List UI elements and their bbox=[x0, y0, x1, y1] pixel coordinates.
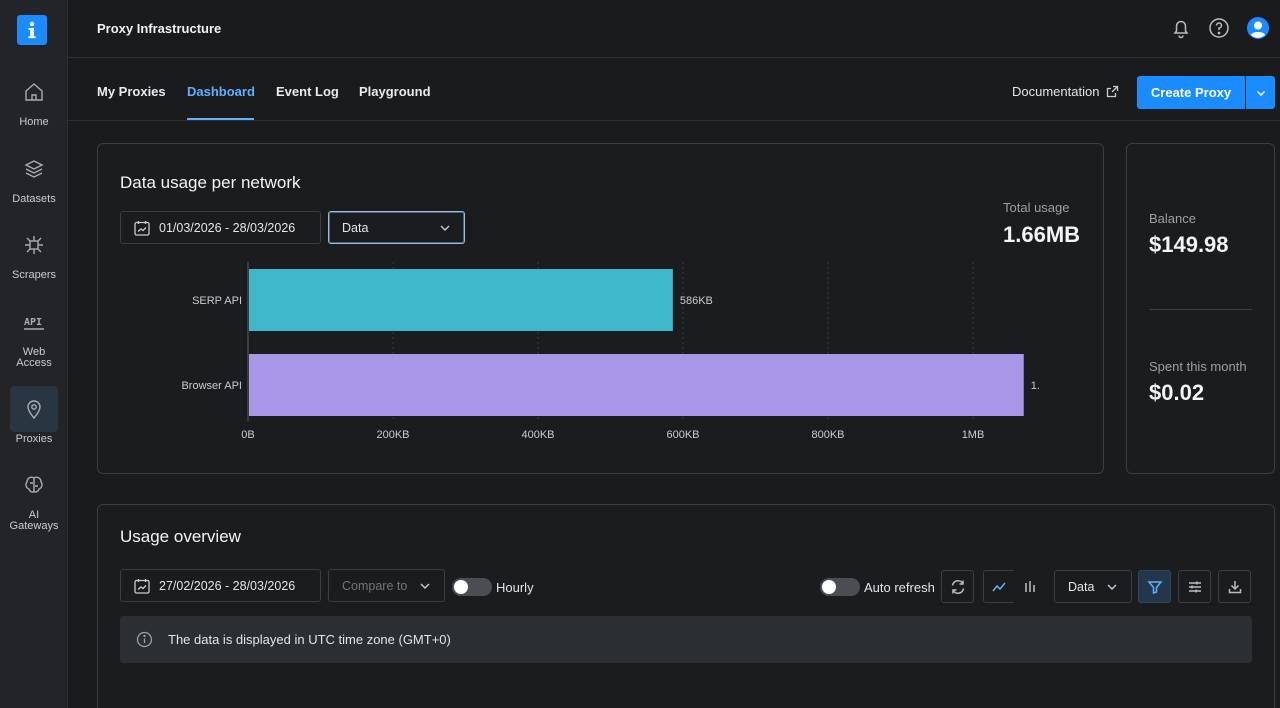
app-title: Proxy Infrastructure bbox=[97, 21, 222, 36]
tab-bar: My Proxies Dashboard Event Log Playgroun… bbox=[68, 58, 1280, 121]
sidebar-item-datasets[interactable]: Datasets bbox=[0, 146, 68, 205]
refresh-button[interactable] bbox=[941, 570, 974, 603]
sidebar-item-label: Web Access bbox=[16, 346, 52, 369]
chevron-down-icon bbox=[1256, 90, 1265, 96]
chevron-down-icon bbox=[420, 583, 430, 589]
sidebar-item-label: AI Gateways bbox=[9, 509, 59, 532]
sidebar-item-label: Scrapers bbox=[11, 269, 57, 281]
compare-to-placeholder: Compare to bbox=[342, 578, 408, 593]
app-logo[interactable] bbox=[17, 15, 47, 45]
x-tick-label: 800KB bbox=[811, 429, 844, 441]
info-logo-icon bbox=[28, 21, 36, 39]
line-chart-view-button[interactable] bbox=[983, 570, 1014, 603]
sidebar-item-proxies[interactable]: Proxies bbox=[0, 386, 68, 445]
x-tick-label: 600KB bbox=[666, 429, 699, 441]
active-tab-indicator bbox=[187, 118, 254, 120]
timezone-info-text: The data is displayed in UTC time zone (… bbox=[168, 632, 451, 647]
avatar[interactable] bbox=[1246, 16, 1270, 43]
tab-my-proxies[interactable]: My Proxies bbox=[97, 84, 166, 99]
calendar-chart-icon bbox=[134, 220, 150, 236]
download-icon bbox=[1228, 580, 1241, 593]
filter-button[interactable] bbox=[1138, 570, 1171, 603]
x-tick-label: 400KB bbox=[521, 429, 554, 441]
layers-icon bbox=[10, 146, 58, 192]
sidebar-item-label: Home bbox=[19, 116, 49, 128]
help-icon[interactable] bbox=[1208, 17, 1230, 42]
create-proxy-dropdown-button[interactable] bbox=[1246, 76, 1275, 109]
sidebar-item-home[interactable]: Home bbox=[0, 69, 68, 128]
tab-dashboard[interactable]: Dashboard bbox=[187, 84, 255, 99]
sidebar-item-label: Proxies bbox=[15, 433, 53, 445]
scraper-icon bbox=[10, 222, 58, 268]
auto-refresh-label: Auto refresh bbox=[864, 580, 935, 595]
data-label: 586KB bbox=[680, 295, 713, 307]
bar bbox=[249, 354, 1024, 416]
hourly-label: Hourly bbox=[496, 580, 534, 595]
tab-event-log[interactable]: Event Log bbox=[276, 84, 339, 99]
total-usage-value: 1.66MB bbox=[1003, 222, 1081, 247]
location-pin-icon bbox=[10, 386, 58, 432]
calendar-chart-icon bbox=[134, 578, 150, 594]
total-usage-label: Total usage bbox=[1003, 200, 1070, 215]
overview-metric-select[interactable]: Data bbox=[1054, 570, 1132, 603]
timezone-info-banner: The data is displayed in UTC time zone (… bbox=[120, 616, 1252, 663]
spent-value: $0.02 bbox=[1149, 380, 1205, 405]
line-chart-icon bbox=[992, 582, 1006, 591]
balance-value: $149.98 bbox=[1149, 232, 1229, 257]
bar bbox=[249, 269, 673, 331]
external-link-icon bbox=[1107, 85, 1119, 98]
download-button[interactable] bbox=[1218, 570, 1251, 603]
x-tick-label: 1MB bbox=[962, 429, 985, 441]
overview-date-range-text: 27/02/2026 - 28/03/2026 bbox=[159, 578, 296, 593]
usage-overview-panel bbox=[97, 504, 1275, 708]
balance-label: Balance bbox=[1149, 211, 1196, 226]
home-icon bbox=[10, 69, 58, 115]
x-tick-label: 0B bbox=[241, 429, 254, 441]
compare-to-select[interactable]: Compare to bbox=[328, 569, 445, 602]
chevron-down-icon bbox=[1107, 584, 1117, 590]
tab-playground[interactable]: Playground bbox=[359, 84, 431, 99]
info-icon bbox=[136, 631, 153, 648]
sidebar-item-label: Datasets bbox=[12, 193, 56, 205]
top-bar: Proxy Infrastructure bbox=[68, 0, 1280, 58]
data-label: 1.07MB bbox=[1031, 380, 1040, 392]
sidebar-item-web-access[interactable]: API Web Access bbox=[0, 299, 68, 369]
overview-date-range-picker[interactable]: 27/02/2026 - 28/03/2026 bbox=[120, 569, 321, 602]
balance-panel bbox=[1126, 143, 1275, 474]
category-label: SERP API bbox=[192, 295, 242, 307]
api-icon: API bbox=[10, 299, 58, 345]
spent-label: Spent this month bbox=[1149, 359, 1247, 374]
usage-date-range-picker[interactable]: 01/03/2026 - 28/03/2026 bbox=[120, 211, 321, 244]
brain-icon bbox=[10, 462, 58, 508]
usage-metric-value: Data bbox=[342, 220, 369, 235]
usage-bar-chart: SERP API 586KB Browser API 1.07MB 0B 200KB 400… bbox=[181, 262, 1040, 441]
sidebar-item-scrapers[interactable]: Scrapers bbox=[0, 222, 68, 281]
sidebar: Home Datasets Scrapers API Web Access Pr… bbox=[0, 0, 68, 708]
hourly-toggle[interactable] bbox=[452, 578, 492, 596]
bar-chart-view-button[interactable] bbox=[1014, 570, 1046, 603]
sidebar-item-ai-gateways[interactable]: AI Gateways bbox=[0, 462, 68, 532]
chevron-down-icon bbox=[440, 225, 450, 231]
category-label: Browser API bbox=[181, 380, 242, 392]
settings-sliders-button[interactable] bbox=[1178, 570, 1211, 603]
x-tick-label: 200KB bbox=[376, 429, 409, 441]
sliders-icon bbox=[1188, 581, 1201, 592]
balance-divider bbox=[1149, 309, 1252, 310]
data-usage-title: Data usage per network bbox=[120, 173, 301, 192]
documentation-link[interactable]: Documentation bbox=[1012, 84, 1119, 99]
usage-date-range-text: 01/03/2026 - 28/03/2026 bbox=[159, 220, 296, 235]
refresh-icon bbox=[951, 579, 964, 594]
usage-metric-select[interactable]: Data bbox=[328, 211, 465, 244]
documentation-label: Documentation bbox=[1012, 84, 1100, 99]
svg-text:API: API bbox=[24, 317, 42, 328]
auto-refresh-toggle[interactable] bbox=[820, 578, 860, 596]
usage-overview-title: Usage overview bbox=[120, 527, 241, 546]
bell-icon[interactable] bbox=[1170, 17, 1192, 42]
overview-metric-value: Data bbox=[1068, 579, 1095, 594]
top-icons bbox=[1170, 16, 1270, 43]
create-proxy-button[interactable]: Create Proxy bbox=[1137, 76, 1245, 109]
bar-chart-icon bbox=[1025, 580, 1035, 592]
filter-icon bbox=[1146, 580, 1163, 594]
